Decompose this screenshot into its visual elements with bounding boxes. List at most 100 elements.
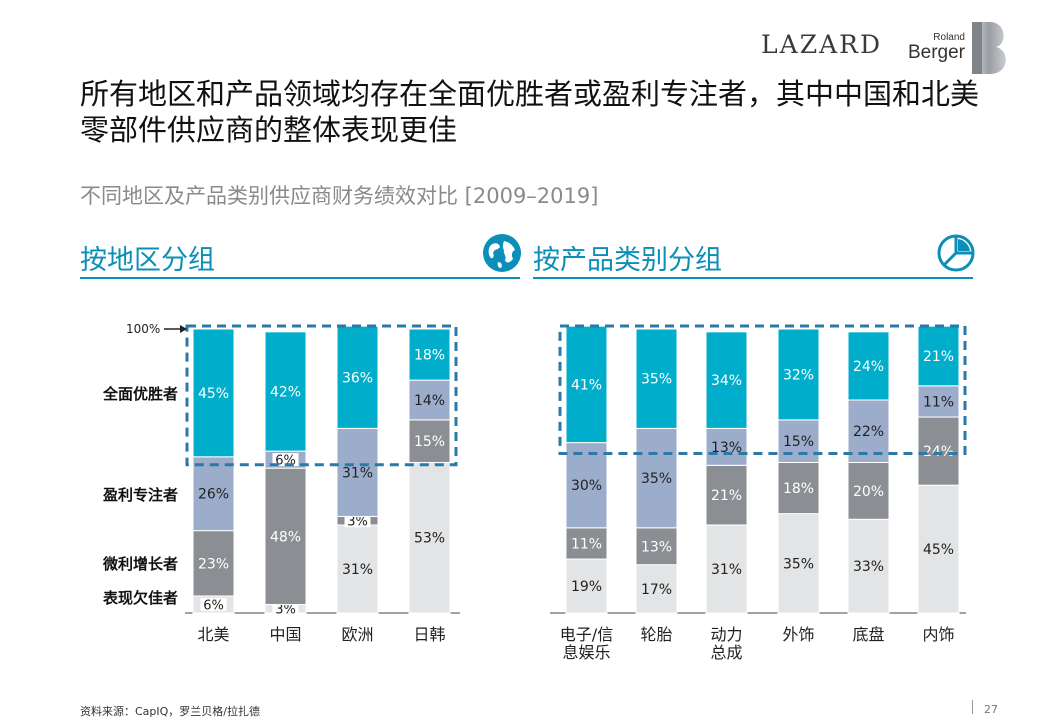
bar-segment <box>264 467 307 605</box>
section-rule-region <box>80 277 520 279</box>
bar-segment <box>565 558 608 614</box>
bar-segment <box>705 464 748 526</box>
bar-segment <box>336 325 379 429</box>
bar-segment <box>192 530 235 597</box>
roland-berger-logo-large: Berger <box>907 42 965 63</box>
bar-value-label: 11% <box>923 394 954 410</box>
bar-value-label: 3% <box>275 603 296 618</box>
bar-segment <box>777 461 820 515</box>
bar-segment <box>917 416 960 486</box>
bar-value-label: 24% <box>853 359 884 375</box>
small-label-bg <box>272 602 299 616</box>
bar-segment <box>917 325 960 387</box>
bar-value-label: 31% <box>342 562 373 578</box>
footer-divider <box>972 700 973 714</box>
bar-segment <box>917 385 960 418</box>
bar-segment <box>408 379 451 421</box>
bar-segment <box>705 427 748 466</box>
bar-value-label: 18% <box>783 481 814 497</box>
roland-berger-mark-icon <box>972 22 1006 74</box>
bar-segment <box>192 328 235 458</box>
y-ref-arrow-head <box>180 325 187 333</box>
bar-value-label: 35% <box>641 372 672 388</box>
bar-segment <box>705 331 748 429</box>
bar-value-label: 14% <box>414 393 445 409</box>
bar-segment <box>635 527 678 566</box>
pie-chart-icon <box>937 234 975 272</box>
category-label: 外饰 <box>782 625 814 644</box>
bar-value-label: 20% <box>853 484 884 500</box>
bar-value-label: 15% <box>783 434 814 450</box>
category-label: 中国 <box>269 625 301 644</box>
globe-icon <box>483 234 521 272</box>
section-heading-product: 按产品类别分组 <box>533 245 722 276</box>
bar-segment <box>565 325 608 444</box>
legend-label: 表现欠佳者 <box>103 589 178 607</box>
bar-segment <box>565 527 608 560</box>
bar-value-label: 41% <box>571 377 602 393</box>
lazard-logo: LAZARD <box>761 30 882 59</box>
bar-value-label: 48% <box>270 529 301 545</box>
category-label: 轮胎 <box>640 625 672 644</box>
bar-value-label: 35% <box>783 556 814 572</box>
bar-value-label: 26% <box>198 487 229 503</box>
small-label-bg <box>272 453 299 467</box>
bar-segment <box>917 484 960 614</box>
bar-value-label: 34% <box>711 373 742 389</box>
category-label: 电子/信 <box>560 625 613 644</box>
bar-segment <box>336 427 379 517</box>
bar-segment <box>408 461 451 614</box>
bar-segment <box>192 456 235 532</box>
category-label: 内饰 <box>922 625 954 644</box>
bar-value-label: 13% <box>641 539 672 555</box>
category-label: 动力 <box>710 625 742 644</box>
legend-label: 全面优胜者 <box>102 385 178 403</box>
bar-value-label: 42% <box>270 384 301 400</box>
chart-subtitle: 不同地区及产品类别供应商财务绩效对比 [2009–2019] <box>80 184 599 208</box>
legend-label: 微利增长者 <box>102 555 178 573</box>
category-label: 息娱乐 <box>562 643 610 662</box>
bar-segment <box>847 331 890 401</box>
bar-segment <box>635 328 678 429</box>
small-label-bg <box>200 597 227 611</box>
small-label-bg <box>344 514 371 528</box>
bar-value-label: 53% <box>414 531 445 547</box>
bar-segment <box>408 328 451 381</box>
bar-value-label: 13% <box>711 440 742 456</box>
page-title: 所有地区和产品领域均存在全面优胜者或盈利专注者，其中中国和北美零部件供应商的整体… <box>80 77 980 147</box>
bar-segment <box>847 518 890 614</box>
source-note: 资料来源：CapIQ，罗兰贝格/拉扎德 <box>80 705 261 718</box>
bar-value-label: 6% <box>203 598 224 613</box>
bar-value-label: 15% <box>414 434 445 450</box>
bar-value-label: 45% <box>198 386 229 402</box>
bar-value-label: 35% <box>641 471 672 487</box>
bar-value-label: 31% <box>342 465 373 481</box>
bar-value-label: 32% <box>783 367 814 383</box>
bar-value-label: 36% <box>342 370 373 386</box>
bar-value-label: 21% <box>711 488 742 504</box>
bar-segment <box>777 419 820 463</box>
bar-value-label: 45% <box>923 542 954 558</box>
legend-label: 盈利专注者 <box>102 486 178 504</box>
section-rule-product <box>533 277 973 279</box>
bar-value-label: 18% <box>414 348 445 364</box>
roland-berger-logo-small: Roland <box>933 32 965 43</box>
bar-value-label: 33% <box>853 559 884 575</box>
bar-value-label: 3% <box>347 515 368 530</box>
category-label: 日韩 <box>413 625 445 644</box>
bar-value-label: 23% <box>198 556 229 572</box>
bar-value-label: 21% <box>923 349 954 365</box>
bar-segment <box>777 328 820 421</box>
category-label: 欧洲 <box>341 625 373 644</box>
bar-value-label: 6% <box>275 454 296 469</box>
bar-segment <box>635 564 678 614</box>
y-ref-label: 100% <box>126 322 160 336</box>
section-heading-region: 按地区分组 <box>80 245 215 276</box>
bar-segment <box>408 419 451 463</box>
bar-value-label: 30% <box>571 478 602 494</box>
bar-value-label: 22% <box>853 424 884 440</box>
bar-segment <box>847 461 890 520</box>
bar-segment <box>565 442 608 529</box>
bar-segment <box>264 331 307 452</box>
